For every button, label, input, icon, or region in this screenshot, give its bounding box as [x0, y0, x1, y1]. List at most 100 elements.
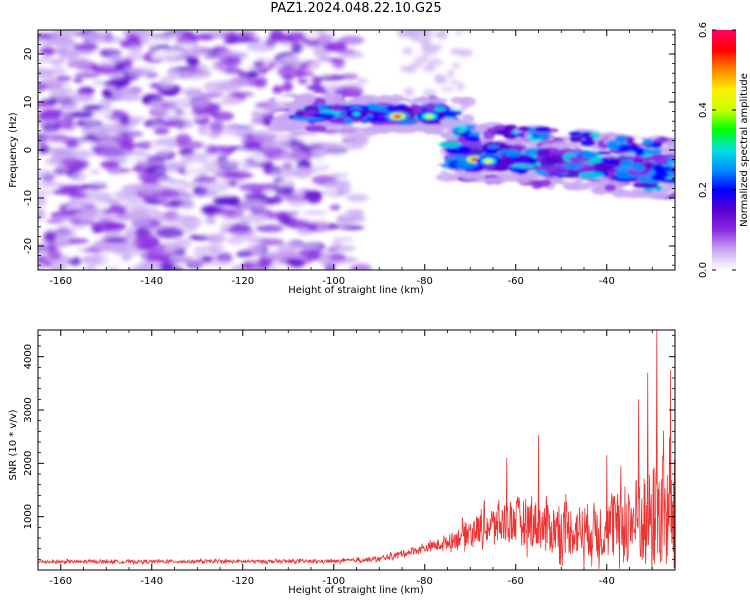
- heatmap-cell: [50, 66, 67, 77]
- heatmap-cell: [98, 49, 110, 56]
- heatmap-cell: [451, 127, 460, 133]
- peak-core: [393, 114, 402, 119]
- heatmap-cell: [307, 61, 336, 71]
- y-tick-label: 0: [23, 147, 34, 153]
- snr-x-axis-label: Height of straight line (km): [288, 585, 424, 596]
- heatmap-cell: [563, 183, 592, 191]
- heatmap-cell: [53, 37, 77, 49]
- heatmap-cell: [66, 150, 95, 158]
- heatmap-cell: [414, 56, 423, 64]
- heatmap-cell: [38, 137, 48, 145]
- heatmap-cell: [438, 141, 462, 149]
- heatmap-cell: [277, 243, 301, 253]
- heatmap-cell: [220, 133, 249, 141]
- heatmap-cell: [209, 208, 236, 215]
- heatmap-cell: [203, 80, 231, 93]
- heatmap-cell: [648, 148, 663, 155]
- heatmap-cell: [223, 124, 254, 130]
- heatmap-cell: [109, 73, 123, 79]
- heatmap-cell: [419, 30, 433, 34]
- heatmap-cell: [237, 70, 259, 80]
- spectrogram-heatmap: [38, 30, 675, 270]
- heatmap-cell: [399, 65, 412, 72]
- heatmap-cell: [49, 58, 65, 66]
- heatmap-cell: [277, 180, 301, 188]
- heatmap-cell: [226, 236, 245, 245]
- colorbar-tick-label: 0.6: [698, 22, 709, 38]
- heatmap-cell: [324, 30, 342, 36]
- heatmap-cell: [60, 157, 89, 167]
- heatmap-cell: [56, 105, 80, 111]
- heatmap-cell: [356, 78, 369, 83]
- heatmap-cell: [238, 219, 250, 226]
- x-tick-label: -40: [599, 276, 615, 287]
- heatmap-cell: [403, 87, 415, 97]
- heatmap-cell: [494, 129, 512, 136]
- heatmap-cell: [125, 33, 139, 40]
- heatmap-cell: [264, 250, 290, 260]
- heatmap-cell: [82, 119, 100, 126]
- heatmap-cell: [277, 66, 296, 78]
- heatmap-cell: [176, 140, 205, 150]
- heatmap-cell: [619, 135, 628, 142]
- heatmap-cell: [534, 132, 551, 138]
- heatmap-cell: [304, 124, 327, 132]
- heatmap-cell: [304, 30, 320, 40]
- heatmap-cell: [38, 101, 57, 108]
- heatmap-cell: [161, 91, 178, 97]
- heatmap-cell: [427, 97, 448, 104]
- heatmap-cell: [38, 39, 50, 45]
- heatmap-cell: [411, 96, 432, 103]
- x-tick-label: -120: [231, 276, 254, 287]
- heatmap-cell: [216, 252, 233, 263]
- y-tick-label: 4000: [23, 344, 34, 369]
- heatmap-cell: [125, 156, 137, 166]
- heatmap-cell: [212, 195, 242, 207]
- heatmap-cell: [100, 160, 120, 169]
- heatmap-cell: [153, 127, 170, 135]
- colorbar-label: Normalized spectral amplitude: [739, 73, 750, 227]
- heatmap-cell: [285, 259, 305, 269]
- heatmap-cell: [112, 243, 126, 249]
- heatmap-cell: [345, 193, 369, 202]
- heatmap-cell: [251, 115, 264, 125]
- heatmap-cell: [313, 47, 331, 58]
- heatmap-cell: [226, 227, 252, 234]
- heatmap-cell: [632, 162, 645, 172]
- heatmap-cell: [84, 265, 97, 270]
- heatmap-cell: [81, 254, 111, 265]
- heatmap-cell: [186, 152, 209, 163]
- colorbar-tick-label: 0.0: [698, 262, 709, 278]
- x-tick-label: -100: [322, 576, 345, 587]
- heatmap-cell: [271, 169, 298, 178]
- heatmap-cell: [208, 247, 219, 256]
- heatmap-cell: [68, 58, 93, 69]
- heatmap-cell: [604, 184, 616, 192]
- heatmap-cell: [200, 92, 225, 99]
- heatmap-cell: [640, 181, 659, 189]
- heatmap-cell: [517, 155, 532, 160]
- heatmap-cell: [98, 138, 117, 145]
- heatmap-cell: [274, 95, 295, 103]
- heatmap-cell: [82, 31, 108, 43]
- heatmap-cell: [331, 241, 343, 249]
- heatmap-cell: [41, 97, 58, 104]
- heatmap-cell: [506, 137, 517, 146]
- heatmap-cell: [450, 97, 468, 105]
- heatmap-cell: [297, 79, 309, 84]
- y-tick-label: 3000: [23, 397, 34, 422]
- heatmap-cell: [117, 174, 139, 183]
- heatmap-cell: [38, 82, 46, 92]
- heatmap-cell: [287, 198, 308, 207]
- heatmap-cell: [630, 146, 645, 152]
- heatmap-cell: [290, 42, 304, 55]
- heatmap-cell: [534, 126, 551, 132]
- heatmap-cell: [318, 34, 332, 45]
- y-tick-label: 10: [23, 96, 34, 109]
- x-tick-label: -160: [49, 276, 72, 287]
- heatmap-cell: [159, 76, 176, 83]
- heatmap-cell: [70, 110, 95, 118]
- heatmap-cell: [241, 162, 261, 169]
- heatmap-cell: [67, 256, 82, 266]
